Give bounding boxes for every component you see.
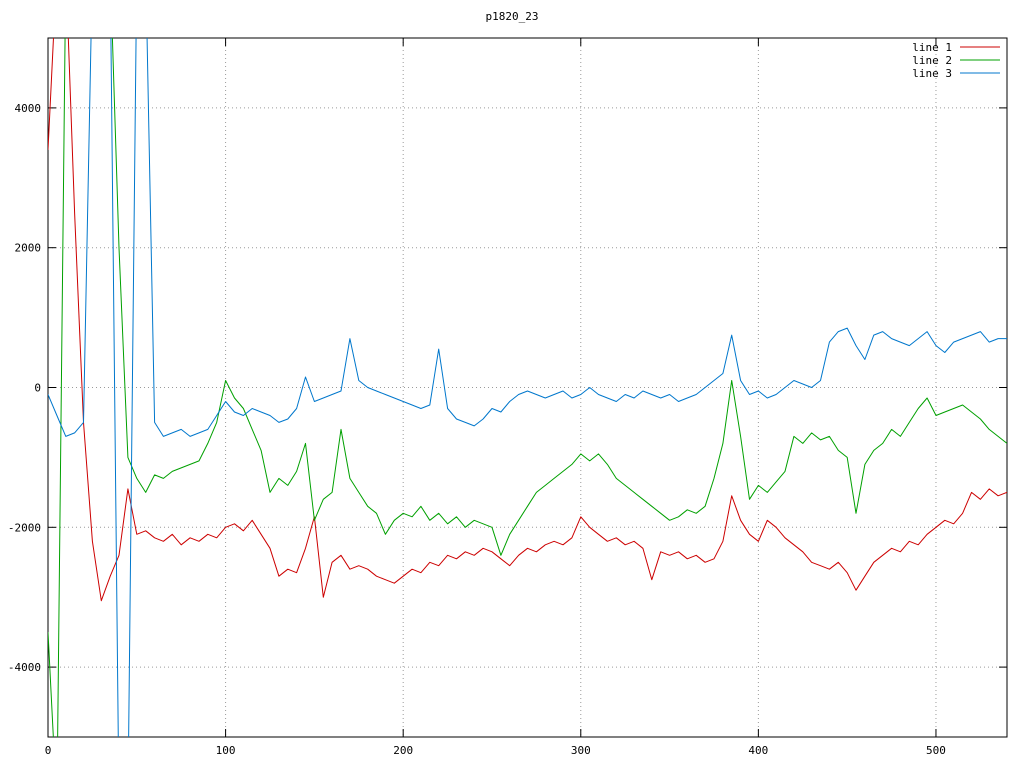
y-tick-label: 0 — [34, 382, 41, 395]
x-tick-label: 500 — [926, 744, 946, 757]
x-tick-label: 200 — [393, 744, 413, 757]
y-tick-label: -2000 — [8, 521, 41, 534]
x-tick-label: 0 — [45, 744, 52, 757]
series-line-1 — [48, 38, 1007, 602]
series-line-2 — [48, 38, 1007, 737]
x-tick-label: 400 — [748, 744, 768, 757]
y-tick-label: 2000 — [15, 242, 42, 255]
legend-label: line 2 — [912, 54, 952, 67]
chart-title: p1820_23 — [486, 10, 539, 23]
plot-border — [47, 37, 1008, 738]
y-tick-label: 4000 — [15, 102, 42, 115]
plot-area: -4000 -2000 0 2000 4000 0 100 200 300 400 500 line … — [8, 37, 1008, 757]
legend-label: line 3 — [912, 67, 952, 80]
y-tick-label: -4000 — [8, 661, 41, 674]
series-line-3 — [48, 38, 1007, 737]
x-tick-label: 300 — [571, 744, 591, 757]
legend-label: line 1 — [912, 41, 952, 54]
x-tick-label: 100 — [216, 744, 236, 757]
